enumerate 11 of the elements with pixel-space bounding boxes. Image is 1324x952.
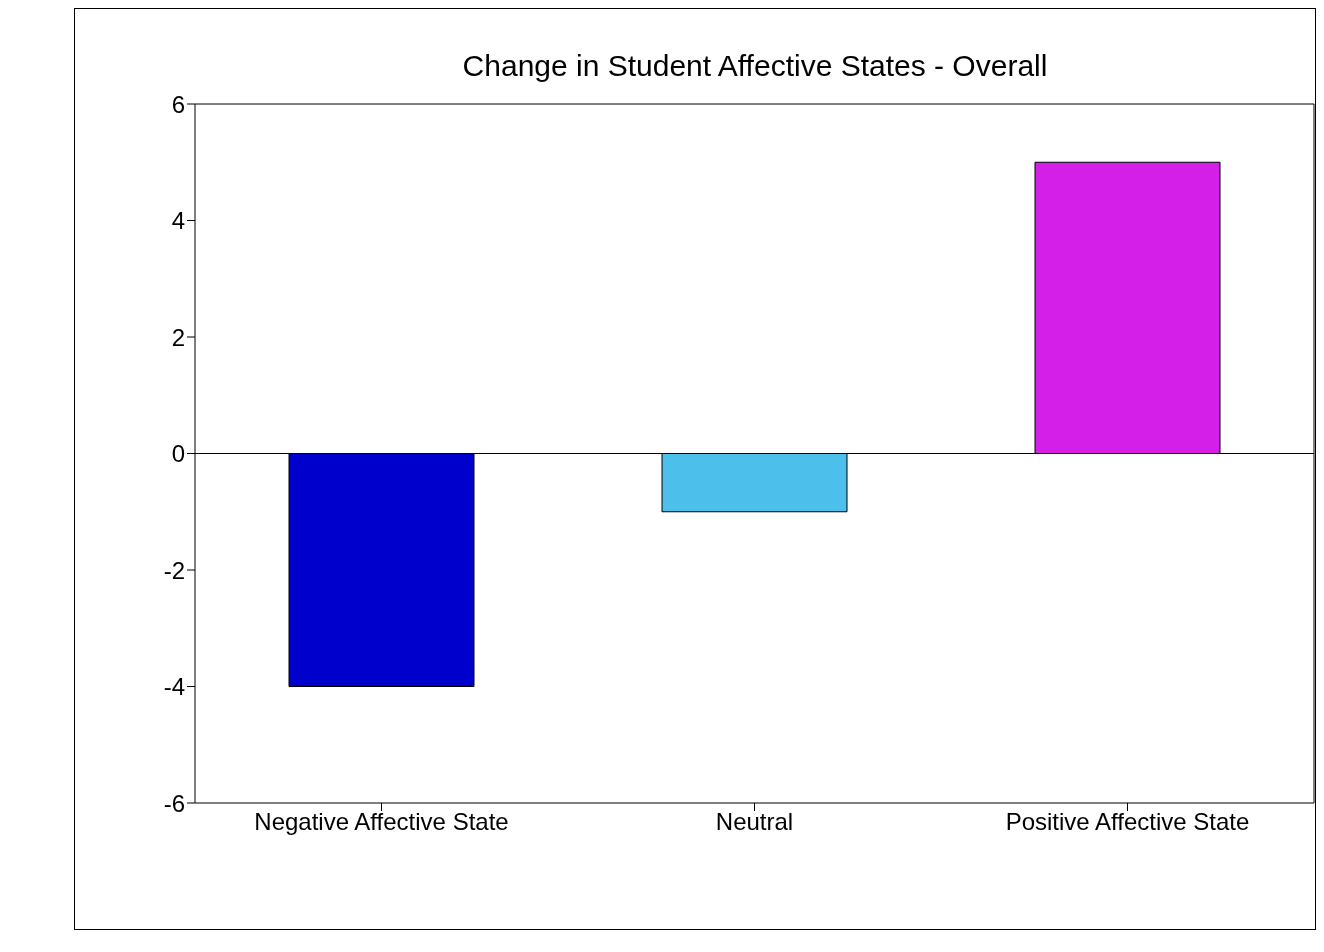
- x-tick-label: Neutral: [715, 808, 794, 836]
- x-tick-label: Positive Affective State: [1005, 808, 1250, 836]
- y-tick-label: 4: [171, 207, 185, 235]
- y-tick-label: -4: [163, 673, 185, 701]
- y-tick-label: 0: [171, 440, 185, 468]
- y-tick-label: -6: [163, 789, 185, 817]
- y-tick-label: 2: [171, 323, 185, 351]
- x-tick-label: Negative Affective State: [254, 808, 509, 836]
- chart-title: Change in Student Affective States - Overall: [461, 49, 1049, 84]
- y-tick-label: 6: [171, 90, 185, 118]
- y-tick-label: -2: [163, 556, 185, 584]
